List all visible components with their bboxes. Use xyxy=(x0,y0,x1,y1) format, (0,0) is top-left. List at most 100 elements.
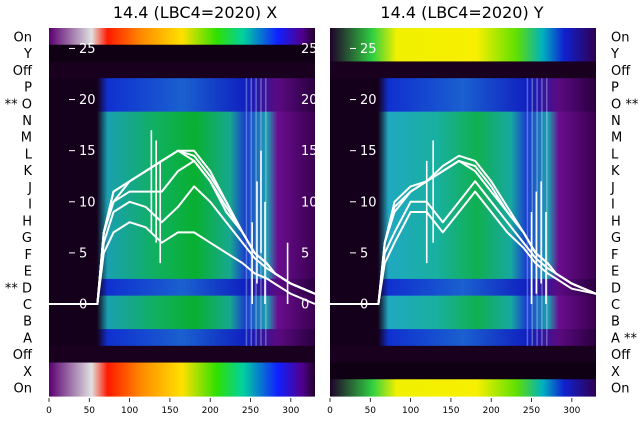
row-label-left: ** O xyxy=(5,97,32,112)
row-label-right: N xyxy=(611,114,621,129)
heatmap-row xyxy=(49,345,315,364)
row-label-right: O ** xyxy=(611,97,639,112)
heatmap-row xyxy=(49,278,315,297)
row-label-right: Off xyxy=(611,348,631,363)
ytick-label: 20 xyxy=(79,93,96,108)
heatmap-row xyxy=(330,78,596,96)
panel-x: 14.4 (LBC4=2020) X 05101520250510152025 … xyxy=(46,3,317,416)
heatmap-row xyxy=(330,362,596,380)
ytick-label-right: 5 xyxy=(301,246,309,261)
row-label-left: M xyxy=(21,131,32,146)
row-label-left: C xyxy=(23,298,32,313)
row-label-right: On xyxy=(611,30,629,45)
xtick-label: 100 xyxy=(121,406,138,416)
heatmap-streak xyxy=(250,78,253,346)
ytick-label: 20 xyxy=(360,93,377,108)
panel-x-heatmap xyxy=(49,28,315,397)
row-label-right: D xyxy=(611,281,621,296)
heatmap-row xyxy=(49,78,315,96)
row-label-right: Y xyxy=(610,47,619,62)
ytick-label-right: 10 xyxy=(301,195,318,210)
heatmap-streak xyxy=(245,78,248,346)
heatmap-row xyxy=(330,94,596,113)
row-label-right: I xyxy=(611,198,615,213)
row-label-left: H xyxy=(22,214,32,229)
row-label-right: C xyxy=(611,298,620,313)
heatmap-row xyxy=(330,228,596,247)
row-label-right: H xyxy=(611,214,621,229)
row-label-left: A xyxy=(23,331,32,346)
heatmap-row xyxy=(330,161,596,180)
row-label-left: G xyxy=(22,231,32,246)
ytick-label: 0 xyxy=(360,298,368,313)
ytick-label-right: 0 xyxy=(301,298,309,313)
row-label-left: On xyxy=(14,30,32,45)
row-label-left: Off xyxy=(13,348,33,363)
row-label-left: N xyxy=(22,114,32,129)
row-label-left: K xyxy=(23,164,32,179)
xtick-label: 300 xyxy=(282,406,299,416)
row-label-right: L xyxy=(611,147,619,162)
panel-y-heatmap xyxy=(330,28,596,397)
xtick-label: 50 xyxy=(365,406,377,416)
heatmap-row xyxy=(49,161,315,180)
ytick-label-right: 15 xyxy=(301,144,318,159)
ytick-label: 25 xyxy=(79,42,96,57)
ytick-label: 5 xyxy=(79,246,87,261)
panel-y-title: 14.4 (LBC4=2020) Y xyxy=(380,3,543,22)
heatmap-row xyxy=(330,28,596,46)
heatmap-row xyxy=(49,379,315,397)
row-label-right: G xyxy=(611,231,621,246)
heatmap-row xyxy=(330,345,596,364)
heatmap-row xyxy=(49,228,315,247)
panel-x-yticks: 0 5 10 15 20 25 0 5 10 15 20 25 xyxy=(69,42,318,313)
panel-y-xticks: 0 50 100 150 200 250 300 xyxy=(327,398,581,416)
heatmap-row xyxy=(330,329,596,347)
overlay-series-line xyxy=(49,221,316,305)
row-label-right: J xyxy=(610,181,615,196)
xtick-label: 100 xyxy=(402,406,419,416)
heatmap-row xyxy=(330,212,596,230)
heatmap-row xyxy=(49,362,315,380)
overlay-series-line xyxy=(49,185,316,305)
heatmap-row xyxy=(49,245,315,263)
overlay-series-line xyxy=(330,180,597,305)
panel-x-overlay xyxy=(49,130,316,305)
overlay-series-line xyxy=(49,159,316,305)
row-label-left: E xyxy=(24,265,32,280)
row-label-left: Y xyxy=(23,47,32,62)
heatmap-row xyxy=(330,312,596,330)
row-label-left: On xyxy=(14,382,32,397)
row-label-right: X xyxy=(611,365,620,380)
ytick-label: 10 xyxy=(79,195,96,210)
ytick-label: 15 xyxy=(360,144,377,159)
row-label-left: J xyxy=(27,181,32,196)
overlay-series-line xyxy=(330,154,597,305)
xtick-label: 50 xyxy=(84,406,96,416)
xtick-label: 200 xyxy=(202,406,219,416)
heatmap-streak xyxy=(255,78,257,346)
heatmap-row xyxy=(330,145,596,163)
row-label-right: On xyxy=(611,382,629,397)
heatmap-row xyxy=(49,295,315,313)
heatmap-row xyxy=(49,44,315,63)
row-label-left: X xyxy=(23,365,32,380)
xtick-label: 0 xyxy=(327,406,333,416)
xtick-label: 300 xyxy=(563,406,580,416)
heatmap-row xyxy=(330,262,596,280)
heatmap-row xyxy=(49,28,315,46)
row-label-right: A ** xyxy=(611,331,638,346)
heatmap-row xyxy=(330,379,596,397)
xtick-label: 250 xyxy=(523,406,540,416)
panel-y-overlay xyxy=(330,140,597,305)
panel-x-xticks: 0 50 100 150 200 250 300 xyxy=(46,398,300,416)
heatmap-streak xyxy=(526,78,529,346)
row-label-right: P xyxy=(611,81,619,96)
row-label-right: K xyxy=(611,164,620,179)
heatmap-row xyxy=(330,61,596,79)
panel-x-title: 14.4 (LBC4=2020) X xyxy=(113,3,277,22)
ytick-label: 0 xyxy=(79,298,87,313)
ytick-label: 15 xyxy=(79,144,96,159)
overlay-series-line xyxy=(330,190,597,305)
